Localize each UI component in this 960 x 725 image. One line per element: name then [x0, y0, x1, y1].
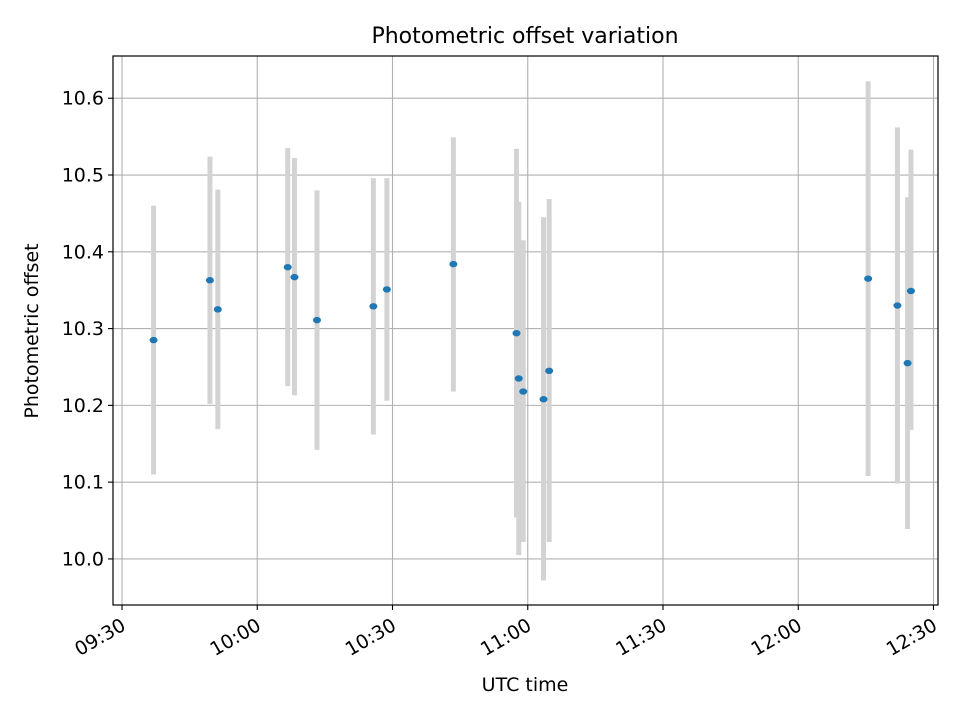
- data-point: [205, 277, 214, 284]
- data-point: [864, 275, 873, 282]
- data-point: [449, 260, 458, 268]
- marker-layer: [149, 260, 915, 403]
- y-tick-label: 10.5: [62, 165, 104, 187]
- data-point: [283, 263, 292, 271]
- data-point: [312, 316, 321, 324]
- y-axis-ticks: 10.0 10.1 10.2 10.3 10.4 10.5 10.6: [62, 88, 113, 570]
- x-axis-label: UTC time: [482, 674, 569, 696]
- y-tick-label: 10.3: [62, 318, 104, 340]
- grid-layer: [113, 56, 938, 605]
- y-tick-label: 10.4: [62, 241, 104, 263]
- data-point: [149, 336, 158, 344]
- y-tick-label: 10.6: [62, 88, 104, 110]
- plot-frame: [112, 55, 939, 606]
- data-point: [906, 287, 915, 295]
- data-point: [893, 302, 902, 309]
- data-point: [514, 375, 523, 382]
- data-point: [382, 286, 391, 293]
- data-point: [290, 273, 299, 281]
- chart-title: Photometric offset variation: [371, 24, 678, 49]
- y-tick-label: 10.0: [62, 548, 104, 570]
- data-point: [903, 359, 912, 367]
- data-point: [512, 329, 521, 337]
- data-point: [539, 396, 548, 403]
- data-point: [213, 306, 222, 313]
- y-tick-label: 10.1: [62, 472, 104, 494]
- data-point: [369, 303, 378, 310]
- y-tick-label: 10.2: [62, 395, 104, 417]
- data-point: [545, 367, 554, 375]
- y-axis-label: Photometric offset: [21, 243, 43, 418]
- data-point: [519, 388, 528, 395]
